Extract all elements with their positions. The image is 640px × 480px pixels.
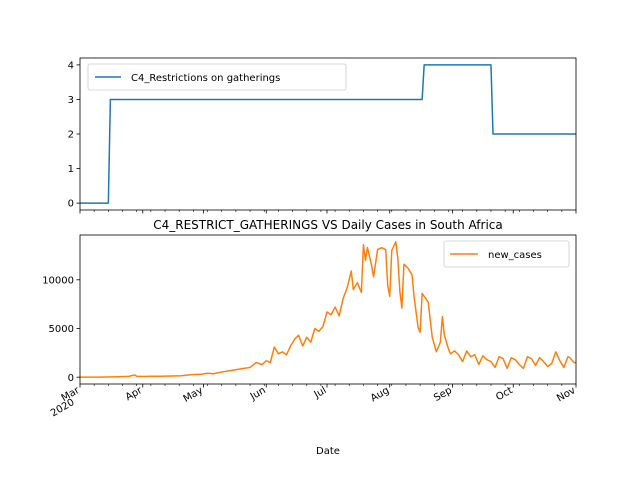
top-y-tick-label: 1 <box>68 164 74 175</box>
top-axes-frame <box>79 57 577 211</box>
top-series-layer <box>80 64 576 204</box>
top-y-tick-label: 3 <box>68 95 74 106</box>
bottom-legend: new_cases <box>443 240 570 268</box>
bottom-chart-title: C4_RESTRICT_GATHERINGS VS Daily Cases in… <box>153 218 502 232</box>
top-legend-box <box>87 63 347 91</box>
top-series-line-0 <box>80 64 576 204</box>
bottom-y-tick-label: 5000 <box>49 324 74 335</box>
top-legend-label: C4_Restrictions on gatherings <box>131 73 280 84</box>
bottom-series-line-0 <box>79 241 576 378</box>
top-y-ticks: 0 1 2 3 4 <box>68 61 80 210</box>
top-axes: 0 1 2 3 4 C4_Restrictions on gatherings <box>68 57 577 214</box>
top-y-tick-label: 2 <box>68 130 74 141</box>
bottom-y-tick-label: 0 <box>68 373 74 384</box>
bottom-series-layer <box>79 241 576 378</box>
top-y-tick-label: 4 <box>68 61 74 72</box>
top-legend: C4_Restrictions on gatherings <box>87 63 347 91</box>
bottom-y-tick-label: 10000 <box>42 275 74 286</box>
bottom-y-ticks: 0 5000 10000 <box>42 275 80 384</box>
bottom-axes-frame <box>79 234 577 385</box>
bottom-legend-box <box>443 240 570 268</box>
bottom-x-axis-label: Date <box>316 446 340 457</box>
bottom-legend-label: new_cases <box>488 250 542 261</box>
top-y-tick-label: 0 <box>68 199 74 210</box>
